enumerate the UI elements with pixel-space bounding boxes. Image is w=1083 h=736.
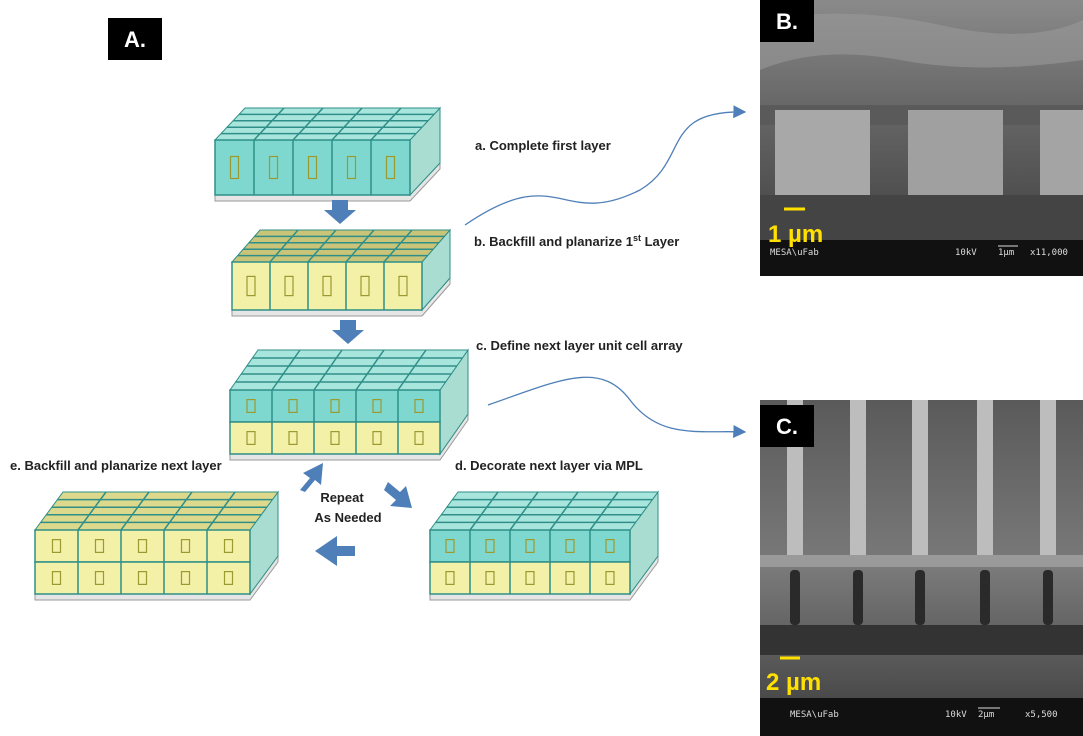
panel-label: C. [776, 414, 798, 439]
scale-label: 1 µm [768, 221, 823, 248]
sem-image-b: B. 1 µm MESA\uFab 10kV 1µm x11,000 [760, 0, 1083, 276]
front-face [215, 140, 410, 195]
step-label: c. Define next layer unit cell array [476, 338, 683, 353]
front-face [430, 530, 630, 562]
repeat-label: Repeat [320, 490, 364, 505]
top-face [215, 108, 440, 140]
front-face [230, 422, 440, 454]
down-arrow [332, 320, 364, 344]
up-arrow [300, 463, 323, 492]
scale-label: 2 µm [766, 669, 821, 696]
left-arrow [315, 536, 355, 566]
connector [488, 377, 745, 432]
front-face [232, 262, 422, 310]
front-face [230, 390, 440, 422]
pillar-gap [1043, 570, 1053, 625]
front-face [430, 562, 630, 594]
pillar-gap [915, 570, 925, 625]
info-text: 2µm [978, 710, 994, 720]
layer-diagrams [35, 108, 658, 600]
info-text: MESA\uFab [790, 710, 839, 720]
info-text: x11,000 [1030, 248, 1068, 258]
step-label: b. Backfill and planarize 1st Layer [474, 233, 679, 249]
top-face [35, 492, 278, 530]
info-text: 10kV [945, 710, 967, 720]
pillar [977, 400, 993, 560]
step-label: a. Complete first layer [475, 138, 611, 153]
pillar-gap [790, 570, 800, 625]
step-label: e. Backfill and planarize next layer [10, 458, 222, 473]
step-label: d. Decorate next layer via MPL [455, 458, 643, 473]
front-face [35, 530, 250, 562]
top-face [430, 492, 658, 530]
panel-label: A. [124, 27, 146, 52]
info-text: x5,500 [1025, 710, 1058, 720]
down-arrow [324, 200, 356, 224]
pillar [1040, 400, 1056, 560]
top-face [230, 350, 468, 390]
sem-image-c: C. 2 µm MESA\uFab 10kV 2µm x5,500 [760, 400, 1083, 736]
pillar [912, 400, 928, 560]
down-right-arrow [384, 482, 412, 508]
info-text: 1µm [998, 248, 1014, 258]
info-text: 10kV [955, 248, 977, 258]
info-text: MESA\uFab [770, 248, 819, 258]
connector [465, 112, 745, 225]
superscript: st [633, 233, 641, 243]
pillar [850, 400, 866, 560]
text: b. Backfill and planarize 1 [474, 234, 633, 249]
pillar-gap [980, 570, 990, 625]
top-face [232, 230, 450, 262]
pillar-gap [853, 570, 863, 625]
panel-label: B. [776, 9, 798, 34]
repeat-label: As Needed [314, 510, 381, 525]
text: Layer [641, 234, 679, 249]
front-face [35, 562, 250, 594]
figure: A. a. Complete first layer b. Backfill a… [0, 0, 1083, 736]
